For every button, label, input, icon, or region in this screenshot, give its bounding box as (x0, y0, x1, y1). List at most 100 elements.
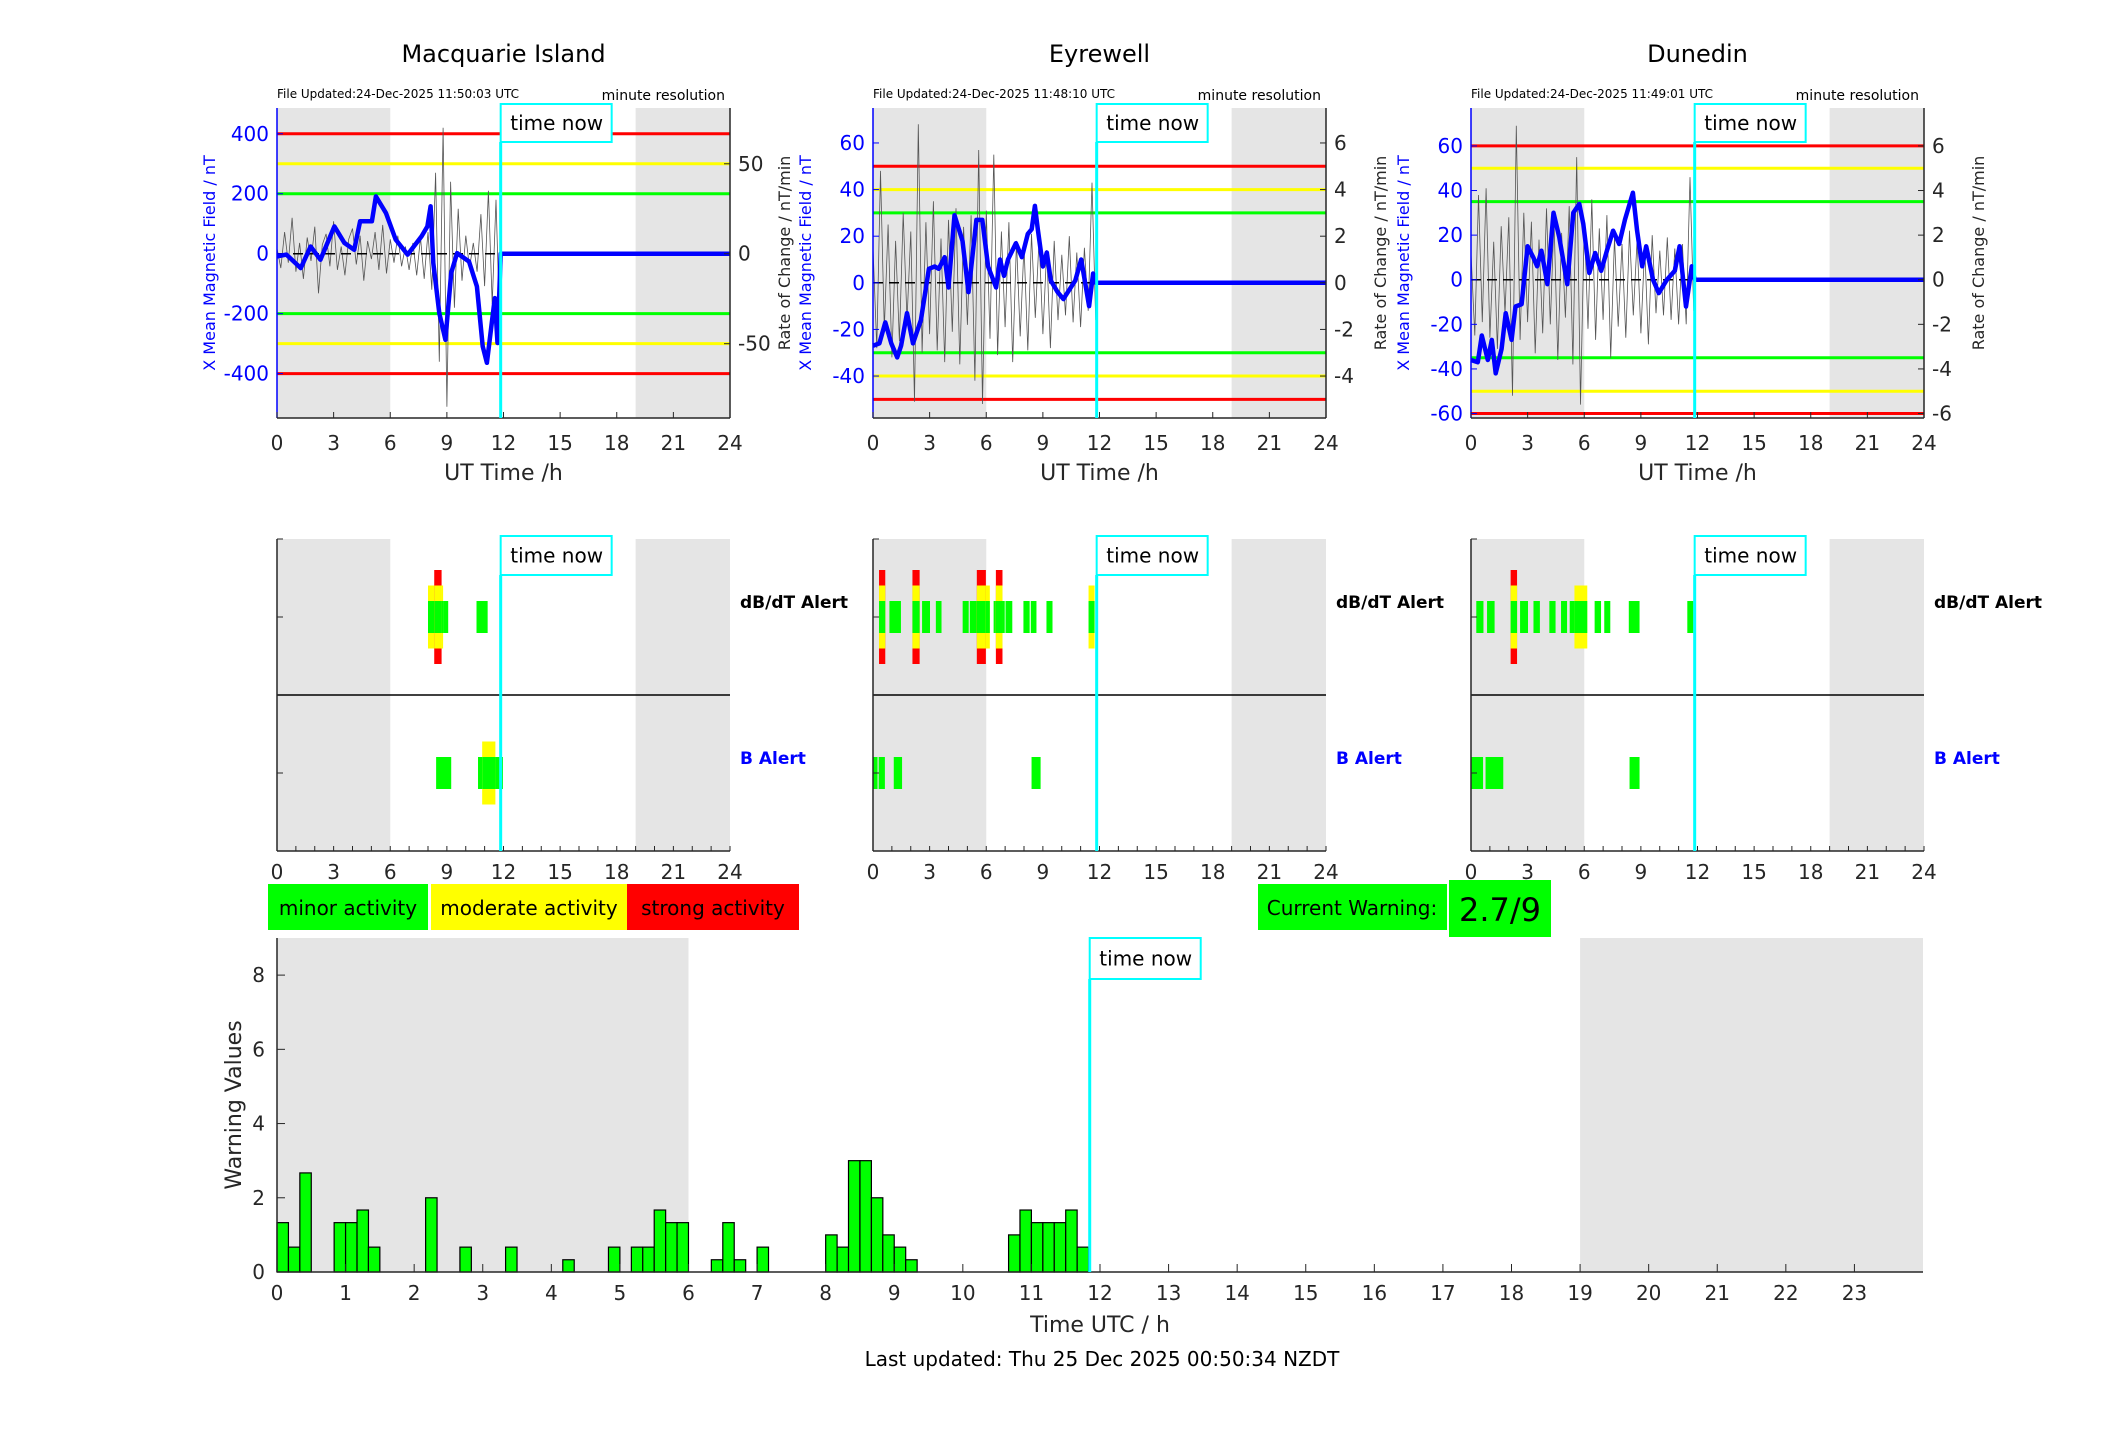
x-tick-label: 0 (1465, 431, 1478, 455)
right-tick-label: -4 (1334, 364, 1354, 388)
warning-bar (665, 1222, 678, 1273)
right-tick-label: 4 (1932, 179, 1945, 203)
night-shading (873, 108, 987, 418)
x-tick-label: 18 (604, 431, 629, 455)
warning-bar (287, 1246, 301, 1273)
x-tick-label: 0 (867, 431, 880, 455)
warning-bar (1053, 1222, 1067, 1273)
alert-x-tick-label: 21 (661, 860, 686, 884)
warning-bar (1019, 1209, 1032, 1273)
warning-bar (710, 1259, 724, 1273)
night-shading (1580, 938, 1923, 1272)
alert-x-tick-label: 12 (491, 860, 516, 884)
warning-bar (276, 1222, 290, 1273)
dbdt-alert-bar-minor (1533, 601, 1540, 633)
time-now-label: time now (1106, 111, 1199, 135)
warning-x-tick-label: 12 (1087, 1281, 1112, 1305)
dbdt-alert-bar-minor (1520, 601, 1529, 633)
warning-x-tick-label: 18 (1499, 1281, 1524, 1305)
current-warning-value: 2.7/9 (1459, 891, 1541, 929)
right-tick-label: 50 (738, 152, 763, 176)
x-tick-label: 15 (547, 431, 572, 455)
warning-y-axis-label: Warning Values (222, 1020, 247, 1189)
warning-x-tick-label: 2 (408, 1281, 421, 1305)
time-now-box (1088, 937, 1202, 980)
alert-x-tick-label: 0 (271, 860, 284, 884)
x-tick-label: 12 (1087, 431, 1112, 455)
x-tick-label: 15 (1143, 431, 1168, 455)
x-tick-label: 9 (441, 431, 454, 455)
right-tick-label: -2 (1334, 317, 1354, 341)
x-field-trace (872, 203, 1326, 360)
file-updated-text: File Updated:24-Dec-2025 11:48:10 UTC (873, 87, 1115, 101)
alert-panel-1: 0 3 6 9 12 15 18 21 24 dB/dT Alert B Alert time now (867, 535, 1444, 884)
warning-bar (299, 1172, 312, 1273)
x-tick-label: 12 (491, 431, 516, 455)
left-tick-label: 200 (231, 182, 269, 206)
dbdt-alert-bar-minor (935, 601, 942, 633)
x-tick-label: 3 (327, 431, 340, 455)
b-alert-label: B Alert (1336, 749, 1402, 769)
dbdt-alert-bar-minor (962, 601, 969, 633)
warning-bar (607, 1246, 621, 1273)
alert-x-tick-label: 21 (1257, 860, 1282, 884)
right-tick-label: 0 (1932, 268, 1945, 292)
dbdt-alert-bar-minor (1687, 601, 1694, 633)
dbdt-alert-bar-minor (1030, 601, 1037, 633)
dbdt-alert-bar-minor (912, 601, 920, 633)
dbdt-alert-bar-minor (443, 601, 449, 633)
time-now-box (1095, 535, 1209, 576)
x-tick-label: 24 (1911, 431, 1936, 455)
alert-x-tick-label: 24 (717, 860, 742, 884)
x-tick-label: 9 (1635, 431, 1648, 455)
night-shading (1829, 108, 1924, 418)
warning-bar (653, 1209, 667, 1273)
dbdt-alert-label: dB/dT Alert (1336, 593, 1444, 613)
time-now-label: time now (510, 544, 603, 568)
left-tick-label: -40 (832, 364, 865, 388)
warning-bar (504, 1246, 518, 1273)
x-axis-label: UT Time /h (1638, 461, 1757, 486)
right-axis-label: Rate of Change / nT/min (775, 156, 794, 351)
left-tick-label: 400 (231, 122, 269, 146)
left-axis-label: X Mean Magnetic Field / nT (1394, 155, 1413, 371)
time-now-label: time now (1704, 111, 1797, 135)
right-axis-label: Rate of Change / nT/min (1371, 156, 1390, 351)
alert-x-tick-label: 18 (1200, 860, 1225, 884)
left-axis-label: X Mean Magnetic Field / nT (200, 155, 219, 371)
night-shading (277, 938, 689, 1272)
file-updated-text: File Updated:24-Dec-2025 11:49:01 UTC (1471, 87, 1713, 101)
warning-x-tick-label: 23 (1842, 1281, 1867, 1305)
alert-x-tick-label: 24 (1313, 860, 1338, 884)
dbdt-alert-bar-minor (1569, 601, 1575, 633)
dbdt-alert-bar-minor (1561, 601, 1568, 633)
alert-x-tick-label: 3 (923, 860, 936, 884)
alert-x-tick-label: 12 (1685, 860, 1710, 884)
alert-x-tick-label: 9 (1635, 860, 1648, 884)
current-warning-label: Current Warning: (1267, 896, 1437, 920)
alert-x-tick-label: 18 (1798, 860, 1823, 884)
dbdt-alert-bar-minor (1088, 601, 1095, 633)
left-tick-label: 20 (840, 224, 865, 248)
x-tick-label: 0 (271, 431, 284, 455)
left-tick-label: 20 (1438, 223, 1463, 247)
warning-bar (756, 1246, 770, 1273)
dbdt-alert-bar-minor (1549, 601, 1556, 633)
time-now-label: time now (1106, 544, 1199, 568)
left-tick-label: 0 (852, 271, 865, 295)
warning-bar (356, 1209, 370, 1273)
station-panel-2: Dunedin File Updated:24-Dec-2025 11:49:01… (1394, 40, 2042, 884)
rate-of-change-trace (276, 127, 501, 407)
x-axis-label: UT Time /h (1040, 461, 1159, 486)
x-tick-label: 21 (1257, 431, 1282, 455)
alert-x-tick-label: 15 (547, 860, 572, 884)
x-field-trace (276, 194, 730, 366)
x-tick-label: 3 (1521, 431, 1534, 455)
dbdt-alert-bar-minor (1005, 601, 1013, 633)
x-tick-label: 6 (384, 431, 397, 455)
left-tick-label: 0 (1450, 268, 1463, 292)
warning-bar (630, 1246, 644, 1273)
time-now-label: time now (510, 111, 603, 135)
left-tick-label: 40 (840, 178, 865, 202)
dbdt-alert-bar-minor (1510, 601, 1518, 633)
